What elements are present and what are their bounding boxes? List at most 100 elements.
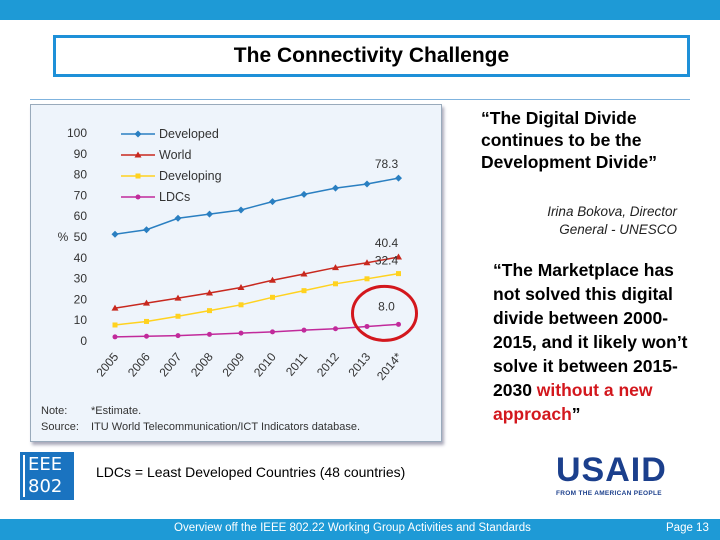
- legend-label: LDCs: [159, 190, 190, 204]
- top-accent-bar: [0, 0, 720, 20]
- quote-marketplace-main: “The Marketplace has not solved this dig…: [493, 260, 688, 400]
- data-point-ldcs: [207, 331, 212, 337]
- data-point-developing: [207, 308, 212, 314]
- y-tick-label: 10: [74, 313, 88, 327]
- y-tick-label: 60: [74, 209, 88, 223]
- quote-marketplace: “The Marketplace has not solved this dig…: [493, 258, 693, 426]
- y-tick-label: 50: [74, 230, 88, 244]
- note-text: *Estimate.: [91, 405, 141, 417]
- data-point-ldcs: [301, 327, 307, 333]
- x-tick-label: 2011: [283, 350, 311, 379]
- chart-panel: 0 10 20 30 40 50 60 70 80 90 100% 2005 2006 2007 2008 2…: [30, 104, 442, 442]
- data-point-ldcs: [333, 326, 338, 332]
- y-tick-label: 80: [74, 168, 88, 182]
- ieee-logo-line1: EEE: [28, 454, 63, 475]
- data-point-developing: [238, 302, 244, 308]
- slide-title: The Connectivity Challenge: [233, 44, 510, 67]
- x-tick-label: 2014*: [374, 350, 405, 383]
- y-tick-label: 90: [74, 147, 88, 161]
- legend-marker: [135, 194, 141, 200]
- y-tick-label: 20: [74, 292, 88, 306]
- quote-marketplace-close: ”: [571, 404, 581, 424]
- data-point-world: [111, 304, 119, 311]
- usaid-logo-word: USAID: [556, 451, 667, 489]
- y-tick-label: 0: [80, 334, 87, 348]
- note-label: Note:: [41, 405, 67, 417]
- x-tick-label: 2007: [156, 350, 184, 380]
- data-point-ldcs: [270, 329, 275, 335]
- x-tick-label: 2013: [345, 350, 373, 380]
- x-tick-label: 2009: [219, 350, 247, 380]
- series-line-ldcs: [114, 323, 399, 338]
- y-tick-label: 70: [74, 188, 88, 202]
- legend-label: World: [159, 148, 191, 162]
- title-box: The Connectivity Challenge: [53, 35, 690, 77]
- data-point-ldcs: [144, 333, 149, 339]
- data-point-world: [300, 270, 308, 277]
- data-point-developing: [270, 294, 275, 300]
- data-point-developing: [364, 276, 370, 282]
- quote-attribution: Irina Bokova, Director General - UNESCO: [547, 204, 677, 237]
- series-line-world: [114, 256, 399, 309]
- data-point-developed: [363, 180, 371, 188]
- data-label: 32.4: [375, 254, 399, 268]
- data-point-ldcs: [364, 323, 370, 329]
- data-point-developed: [174, 214, 182, 222]
- data-point-world: [237, 284, 245, 291]
- data-point-world: [143, 299, 150, 306]
- x-tick-label: 2010: [251, 350, 279, 380]
- data-point-developed: [206, 210, 213, 218]
- data-point-developed: [237, 206, 245, 214]
- series-line-developing: [114, 272, 399, 326]
- divider-line: [30, 99, 690, 100]
- data-point-developing: [333, 281, 338, 287]
- y-tick-label: 40: [74, 251, 88, 265]
- data-point-developing: [301, 288, 307, 294]
- usaid-logo: USAID FROM THE AMERICAN PEOPLE: [556, 452, 696, 502]
- data-point-world: [363, 259, 371, 266]
- data-point-world: [174, 294, 182, 301]
- legend-marker: [135, 173, 141, 179]
- page-number: Page 13: [666, 522, 709, 534]
- data-label: 40.4: [375, 236, 399, 250]
- ldc-definition: LDCs = Least Developed Countries (48 cou…: [96, 464, 406, 480]
- source-text: ITU World Telecommunication/ICT Indicato…: [91, 421, 360, 433]
- data-point-developed: [111, 230, 119, 238]
- y-tick-label: 30: [74, 272, 88, 286]
- x-tick-label: 2008: [188, 350, 216, 380]
- ieee-802-logo: EEE 802: [20, 452, 74, 500]
- quote-digital-divide: “The Digital Divide continues to be the …: [481, 108, 658, 172]
- y-axis-label: %: [58, 230, 69, 244]
- bottom-accent-bar: [0, 519, 720, 540]
- data-point-developing: [112, 322, 118, 328]
- data-point-ldcs: [175, 333, 181, 339]
- data-point-world: [206, 289, 213, 296]
- data-point-developed: [143, 226, 150, 234]
- data-point-developed: [269, 198, 276, 206]
- x-tick-label: 2012: [314, 350, 342, 380]
- data-point-ldcs: [112, 334, 118, 340]
- usaid-logo-tagline: FROM THE AMERICAN PEOPLE: [556, 490, 662, 497]
- data-point-ldcs: [238, 330, 244, 336]
- data-point-developed: [395, 174, 402, 182]
- series-line-developed: [114, 177, 399, 236]
- footer-text: Overview off the IEEE 802.22 Working Gro…: [174, 522, 531, 534]
- legend-marker: [134, 151, 142, 158]
- data-point-world: [332, 264, 339, 271]
- data-point-developing: [144, 318, 149, 324]
- data-point-world: [395, 253, 402, 260]
- x-tick-label: 2006: [125, 350, 153, 380]
- data-point-developing: [175, 313, 181, 319]
- data-point-developed: [332, 184, 339, 192]
- data-point-world: [269, 276, 276, 283]
- x-tick-label: 2005: [93, 350, 121, 380]
- highlight-circle: [351, 284, 418, 342]
- data-label: 78.3: [375, 157, 399, 171]
- y-tick-label: 100: [67, 126, 87, 140]
- data-point-developing: [396, 271, 401, 277]
- data-point-ldcs: [396, 321, 401, 327]
- source-label: Source:: [41, 421, 79, 433]
- legend-label: Developed: [159, 127, 219, 141]
- legend-marker: [134, 130, 142, 138]
